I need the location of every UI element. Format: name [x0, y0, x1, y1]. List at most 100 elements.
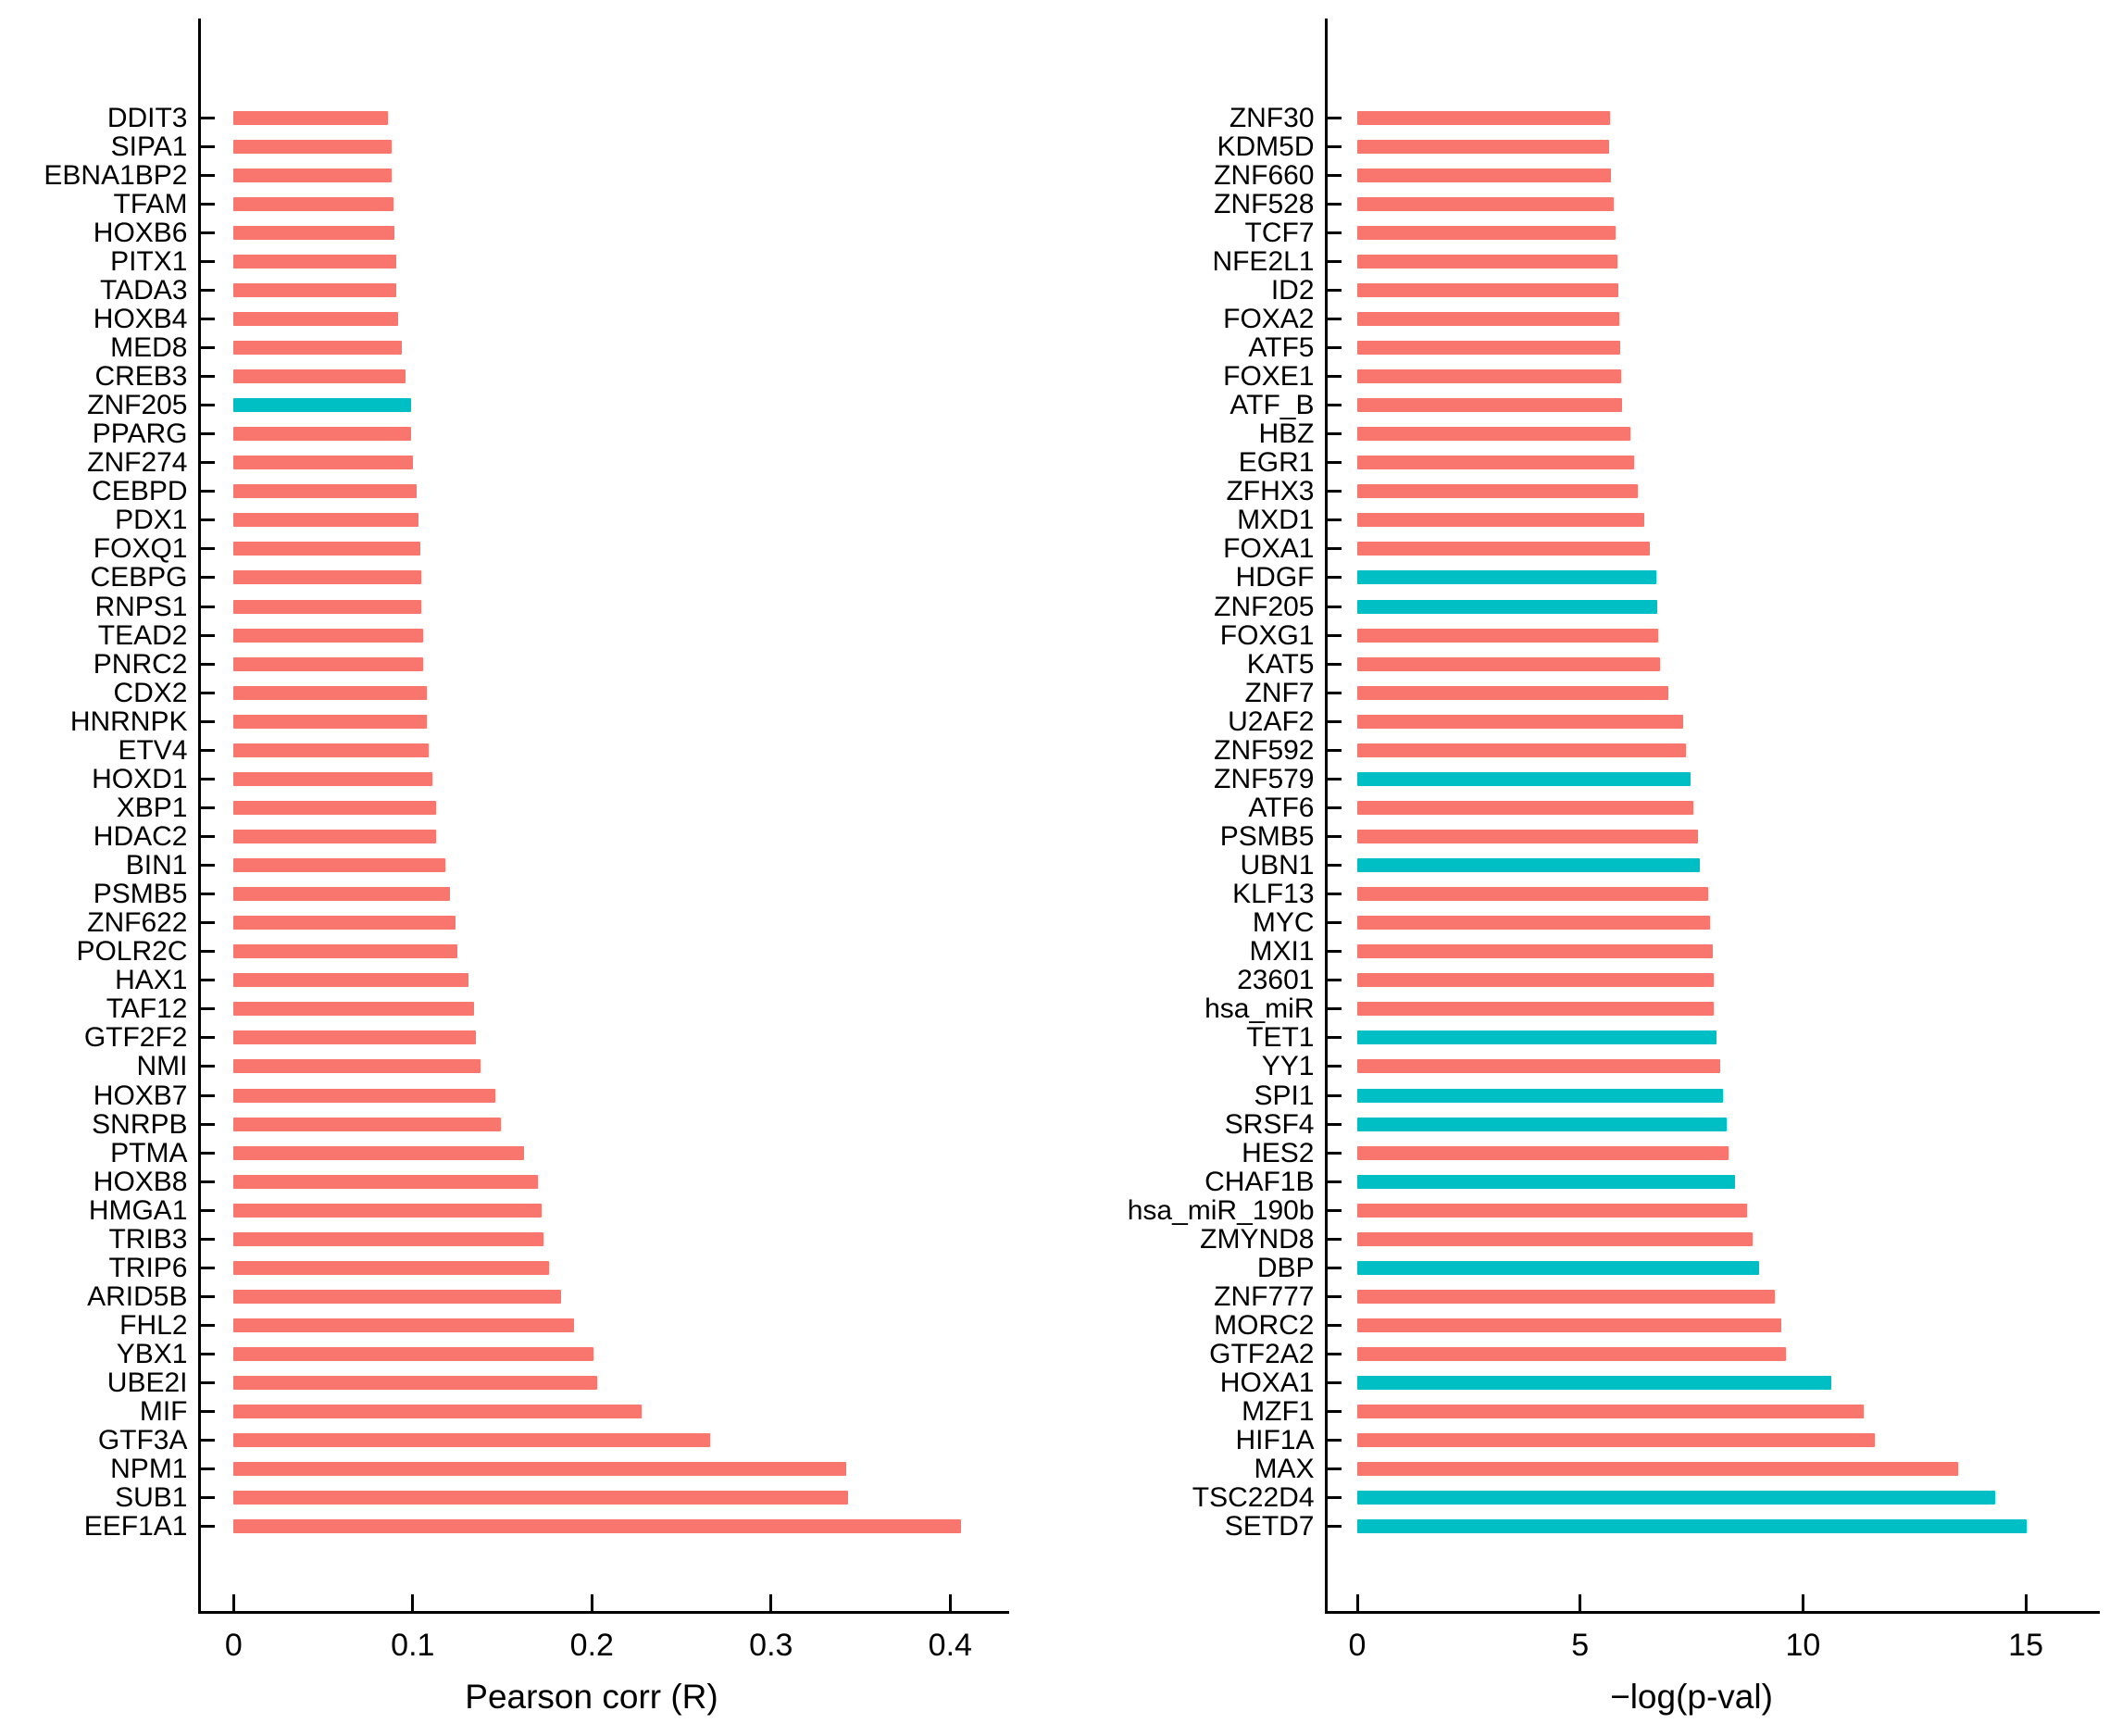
bar-ATF_B: [1357, 398, 1623, 413]
y-axis-tick: [1326, 144, 1342, 148]
gene-label: MAX: [1254, 1454, 1315, 1485]
y-axis-tick: [1326, 1180, 1342, 1183]
bar-PITX1: [233, 254, 397, 269]
gene-label: MZF1: [1242, 1396, 1315, 1428]
y-axis-tick: [199, 317, 215, 320]
gene-label: HAX1: [115, 965, 188, 996]
gene-label: TEAD2: [97, 619, 188, 651]
gene-label: TAF12: [106, 993, 188, 1025]
gene-label: UBN1: [1240, 850, 1315, 881]
gene-label: PPARG: [92, 418, 188, 450]
y-axis-tick: [199, 806, 215, 809]
gene-label: YBX1: [116, 1339, 188, 1370]
bar-PTMA: [233, 1145, 524, 1160]
y-axis-tick: [199, 173, 215, 177]
x-axis-tick-label: 10: [1785, 1628, 1821, 1663]
y-axis-tick: [199, 1065, 215, 1068]
y-axis-tick: [199, 1208, 215, 1212]
y-axis-tick: [1326, 1353, 1342, 1356]
gene-label: ZNF205: [87, 390, 188, 421]
y-axis-tick: [199, 1496, 215, 1500]
bar-hsa_miR: [1357, 1002, 1715, 1017]
bar-NFE2L1: [1357, 254, 1618, 269]
bar-CEBPG: [233, 570, 422, 585]
y-axis-tick: [1326, 461, 1342, 465]
bar-KAT5: [1357, 656, 1660, 671]
bar-TET1: [1357, 1030, 1716, 1045]
y-axis-tick: [199, 1324, 215, 1328]
bar-FOXA1: [1357, 542, 1650, 556]
y-axis-tick: [199, 345, 215, 349]
y-axis-tick: [199, 1266, 215, 1269]
y-axis-tick: [1326, 259, 1342, 263]
bar-TFAM: [233, 196, 393, 211]
bar-ZNF274: [233, 456, 413, 470]
y-axis-tick: [1326, 605, 1342, 608]
bar-HAX1: [233, 973, 468, 988]
bar-HOXD1: [233, 771, 433, 786]
x-axis-tick-label: 0: [1348, 1628, 1367, 1663]
y-axis-tick: [199, 1237, 215, 1241]
gene-label: PSMB5: [1219, 821, 1315, 852]
x-axis-tick: [948, 1594, 952, 1611]
gene-label: EEF1A1: [83, 1511, 188, 1542]
gene-label: TRIB3: [108, 1223, 188, 1255]
bar-ID2: [1357, 282, 1619, 297]
gene-label: SETD7: [1224, 1511, 1315, 1542]
gene-label: ZNF777: [1214, 1280, 1315, 1312]
y-axis-tick: [1326, 777, 1342, 781]
bar-ZNF592: [1357, 743, 1687, 757]
y-axis-tick: [1326, 1151, 1342, 1155]
bar-MIF: [233, 1405, 643, 1419]
gene-label: MYC: [1252, 907, 1315, 939]
bar-EBNA1BP2: [233, 168, 392, 182]
bar-ATF6: [1357, 800, 1694, 815]
bar-CREB3: [233, 369, 406, 384]
gene-label: ZNF660: [1214, 159, 1315, 191]
bar-ZNF579: [1357, 771, 1691, 786]
y-axis-tick: [1326, 432, 1342, 436]
gene-label: EBNA1BP2: [44, 159, 188, 191]
y-axis-tick: [1326, 691, 1342, 694]
y-axis-tick: [199, 576, 215, 580]
bar-GTF3A: [233, 1433, 710, 1448]
x-axis-tick-label: 5: [1571, 1628, 1590, 1663]
gene-label: ZNF622: [87, 907, 188, 939]
gene-label: CHAF1B: [1205, 1166, 1315, 1197]
x-axis-spine: [1325, 1611, 2100, 1614]
bar-PNRC2: [233, 656, 424, 671]
y-axis-tick: [199, 777, 215, 781]
bar-TRIB3: [233, 1231, 544, 1246]
y-axis-tick: [199, 893, 215, 896]
gene-label: ZMYND8: [1200, 1223, 1315, 1255]
bar-RNPS1: [233, 599, 422, 614]
y-axis-tick: [199, 288, 215, 292]
bar-ZMYND8: [1357, 1231, 1753, 1246]
gene-label: UBE2I: [106, 1368, 188, 1399]
bar-23601: [1357, 973, 1714, 988]
bar-YBX1: [233, 1347, 594, 1362]
gene-label: ATF6: [1248, 792, 1315, 823]
y-axis-tick: [1326, 173, 1342, 177]
bar-HOXB6: [233, 225, 395, 240]
y-axis-tick: [199, 605, 215, 608]
bar-ATF5: [1357, 340, 1621, 355]
y-axis-tick: [1326, 202, 1342, 206]
gene-label: DBP: [1256, 1252, 1315, 1283]
bar-ZFHX3: [1357, 484, 1639, 499]
y-axis-tick: [1326, 1294, 1342, 1298]
gene-label: FOXG1: [1219, 619, 1315, 651]
y-axis-tick: [1326, 979, 1342, 982]
y-axis-tick: [199, 202, 215, 206]
bar-SRSF4: [1357, 1117, 1728, 1131]
bar-ETV4: [233, 743, 430, 757]
bar-FOXG1: [1357, 628, 1659, 643]
x-axis-tick: [2024, 1594, 2028, 1611]
gene-label: HNRNPK: [69, 706, 188, 737]
bar-ZNF7: [1357, 685, 1669, 700]
y-axis-tick: [1326, 1496, 1342, 1500]
y-axis-tick: [199, 375, 215, 379]
bar-FOXQ1: [233, 542, 420, 556]
x-axis-title-right: −log(p-val): [1610, 1678, 1773, 1716]
bar-CHAF1B: [1357, 1174, 1735, 1189]
